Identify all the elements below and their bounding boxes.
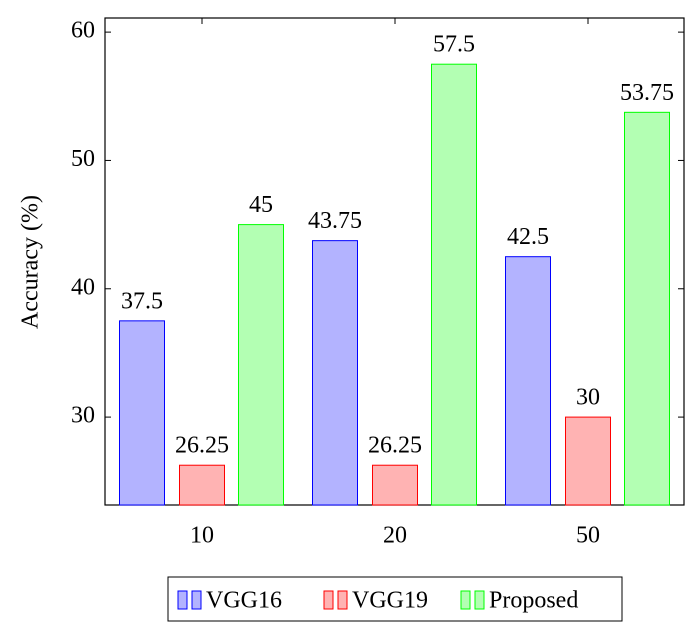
legend-label: Proposed — [489, 588, 578, 614]
value-label: 26.25 — [368, 433, 422, 459]
y-tick-label: 50 — [71, 146, 95, 172]
legend-swatch — [323, 590, 334, 610]
value-label: 43.75 — [308, 208, 362, 234]
value-label: 26.25 — [175, 433, 229, 459]
bar — [624, 111, 670, 506]
legend-box — [167, 576, 623, 622]
value-label: 42.5 — [507, 224, 549, 250]
value-label: 57.5 — [433, 32, 475, 58]
bar — [505, 256, 551, 506]
x-tick-label: 50 — [576, 523, 600, 549]
bar — [372, 464, 418, 506]
legend-swatch — [474, 590, 485, 610]
bar — [565, 416, 611, 506]
bar — [238, 224, 284, 506]
y-tick-label: 30 — [71, 403, 95, 429]
value-label: 30 — [576, 385, 600, 411]
x-tick-label: 20 — [383, 523, 407, 549]
y-tick-label: 40 — [71, 274, 95, 300]
value-label: 37.5 — [121, 288, 163, 314]
bar — [119, 320, 165, 506]
bar — [179, 464, 225, 506]
bar — [431, 63, 477, 506]
legend-swatch — [460, 590, 471, 610]
legend-label: VGG19 — [352, 588, 428, 614]
legend-swatch — [337, 590, 348, 610]
y-axis-title: Accuracy (%) — [18, 195, 44, 329]
legend-swatch — [177, 590, 188, 610]
x-tick-label: 10 — [190, 523, 214, 549]
legend-label: VGG16 — [206, 588, 282, 614]
value-label: 53.75 — [620, 80, 674, 106]
value-label: 45 — [249, 192, 273, 218]
legend-swatch — [191, 590, 202, 610]
bar — [312, 240, 358, 506]
y-tick-label: 60 — [71, 18, 95, 44]
